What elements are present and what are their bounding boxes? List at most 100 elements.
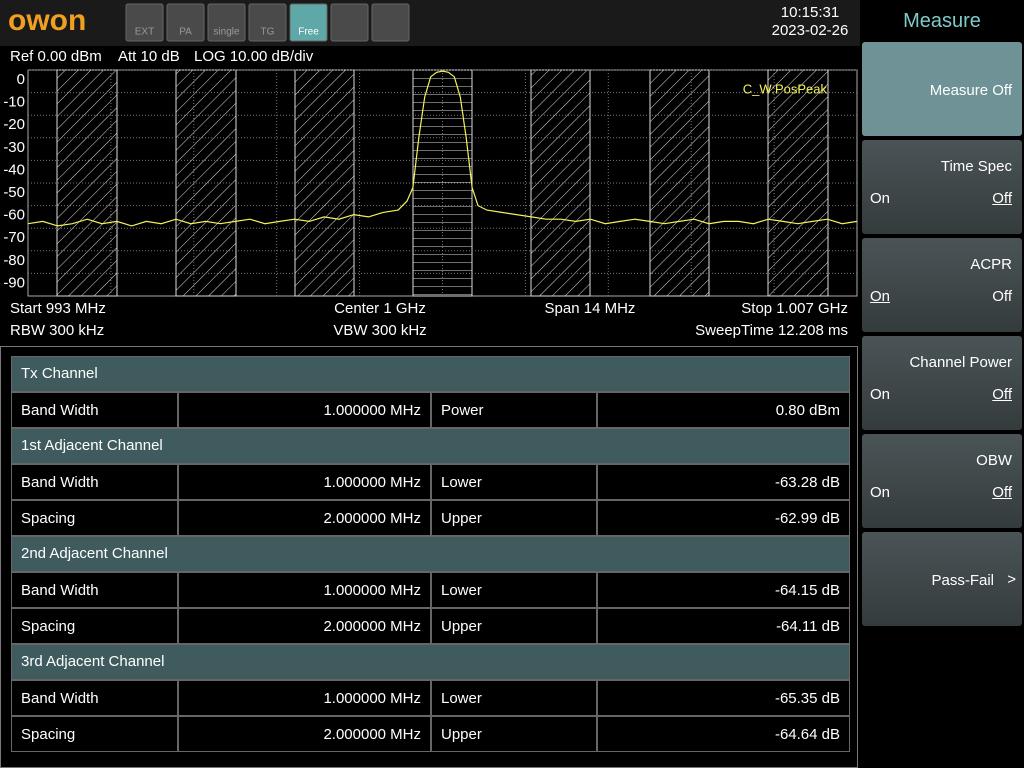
y-tick-label: -20	[3, 116, 25, 133]
table-cell: 2.000000 MHz	[178, 608, 431, 644]
setting: Att 10 dB	[118, 48, 180, 65]
mode-button	[125, 3, 164, 42]
table-cell: Band Width	[11, 572, 178, 608]
table-cell: 2.000000 MHz	[178, 500, 431, 536]
table-cell: Spacing	[11, 608, 178, 644]
trace-label: C_W:PosPeak	[743, 81, 828, 96]
table-cell: Spacing	[11, 716, 178, 752]
menu-option: Off	[992, 386, 1012, 403]
axis-info: Start 993 MHz	[10, 300, 106, 317]
menu-label: Time Spec	[940, 158, 1012, 175]
mode-label: single	[213, 27, 240, 38]
table-cell: 0.80 dBm	[597, 392, 850, 428]
y-tick-label: -60	[3, 207, 25, 224]
menu-option: On	[870, 386, 891, 403]
table-cell: -63.28 dB	[597, 464, 850, 500]
table-row: Band Width 1.000000 MHz Lower -63.28 dB	[11, 464, 850, 500]
table-cell: 1.000000 MHz	[178, 392, 431, 428]
table-cell: Spacing	[11, 500, 178, 536]
table-cell: 1.000000 MHz	[178, 464, 431, 500]
table-cell: Band Width	[11, 392, 178, 428]
table-cell: Upper	[431, 500, 597, 536]
table-row: Spacing 2.000000 MHz Upper -62.99 dB	[11, 500, 850, 536]
menu-label: Measure Off	[929, 82, 1012, 99]
mode-button	[248, 3, 287, 42]
table-cell: 1.000000 MHz	[178, 572, 431, 608]
mode-button	[166, 3, 205, 42]
menu-option: On	[870, 484, 891, 501]
table-cell: 1.000000 MHz	[178, 680, 431, 716]
axis-info: Span 14 MHz	[545, 300, 636, 317]
table-cell: -65.35 dB	[597, 680, 850, 716]
menu-button[interactable]: Time Spec On Off	[862, 140, 1022, 234]
section-header: 3rd Adjacent Channel	[11, 644, 850, 680]
section-header: Tx Channel	[11, 356, 850, 392]
section-header: 1st Adjacent Channel	[11, 428, 850, 464]
y-tick-label: -80	[3, 252, 25, 269]
menu-option: Off	[992, 484, 1012, 501]
table-cell: -64.64 dB	[597, 716, 850, 752]
y-tick-label: -50	[3, 184, 25, 201]
table-cell: Band Width	[11, 680, 178, 716]
menu-title: Measure	[903, 10, 981, 32]
channel-band	[530, 69, 591, 297]
measure-table: Tx Channel Band Width 1.000000 MHz Power 0.8…	[0, 346, 858, 768]
tool-button	[371, 3, 410, 42]
menu-option: On	[870, 190, 891, 207]
axis-info: SweepTime 12.208 ms	[695, 322, 848, 339]
table-row: Band Width 1.000000 MHz Power 0.80 dBm	[11, 392, 850, 428]
y-tick-label: -40	[3, 161, 25, 178]
menu-label: OBW	[976, 452, 1012, 469]
top-bar: OWON 10:15:31 2023-02-26 EXT PA single TG Fr…	[0, 0, 860, 46]
table-cell: Band Width	[11, 464, 178, 500]
table-cell: -64.15 dB	[597, 572, 850, 608]
axis-info: Center 1 GHz	[334, 300, 426, 317]
mode-button	[207, 3, 246, 42]
y-tick-label: -10	[3, 94, 25, 111]
trace	[27, 70, 858, 227]
menu-button[interactable]: Pass-Fail >	[862, 532, 1022, 626]
table-cell: Lower	[431, 572, 597, 608]
menu-button[interactable]: Channel Power On Off	[862, 336, 1022, 430]
table-row: Spacing 2.000000 MHz Upper -64.11 dB	[11, 608, 850, 644]
menu-option: Off	[992, 190, 1012, 207]
mode-label: EXT	[135, 27, 154, 38]
menu-arrow: >	[1007, 571, 1016, 588]
tool-button	[330, 3, 369, 42]
table-cell: Upper	[431, 716, 597, 752]
channel-band	[294, 69, 355, 297]
y-tick-label: -30	[3, 139, 25, 156]
y-tick-label: 0	[17, 71, 25, 88]
table-cell: Power	[431, 392, 597, 428]
table-cell: Upper	[431, 608, 597, 644]
menu-label: Channel Power	[909, 354, 1012, 371]
logo: OWON	[8, 4, 86, 37]
menu-button[interactable]: ACPR On Off	[862, 238, 1022, 332]
table-cell: -62.99 dB	[597, 500, 850, 536]
axis-info: Stop 1.007 GHz	[741, 300, 848, 317]
time: 10:15:31	[781, 4, 839, 21]
mode-label: TG	[261, 27, 275, 38]
channel-band	[56, 69, 118, 297]
table-cell: -64.11 dB	[597, 608, 850, 644]
menu-button[interactable]: Measure Off	[862, 42, 1022, 136]
setting: LOG 10.00 dB/div	[194, 48, 314, 65]
menu-button[interactable]: OBW On Off	[862, 434, 1022, 528]
section-header: 2nd Adjacent Channel	[11, 536, 850, 572]
axis-info: VBW 300 kHz	[333, 322, 426, 339]
menu-option: Off	[992, 288, 1012, 305]
y-tick-label: -70	[3, 229, 25, 246]
table-row: Band Width 1.000000 MHz Lower -64.15 dB	[11, 572, 850, 608]
mode-button	[289, 3, 328, 42]
y-tick-label: -90	[3, 274, 25, 291]
menu-option: On	[870, 288, 891, 305]
channel-band	[767, 69, 829, 297]
mode-label: Free	[298, 27, 319, 38]
setting: Ref 0.00 dBm	[10, 48, 102, 65]
menu-label: Pass-Fail	[931, 572, 994, 589]
spectrum-panel: 0 -10 -20 -30 -40 -50 -60 -70 -80 -90 C_W:PosPeak R…	[3, 48, 858, 339]
table-cell: 2.000000 MHz	[178, 716, 431, 752]
date: 2023-02-26	[772, 22, 849, 39]
mode-label: PA	[179, 27, 192, 38]
